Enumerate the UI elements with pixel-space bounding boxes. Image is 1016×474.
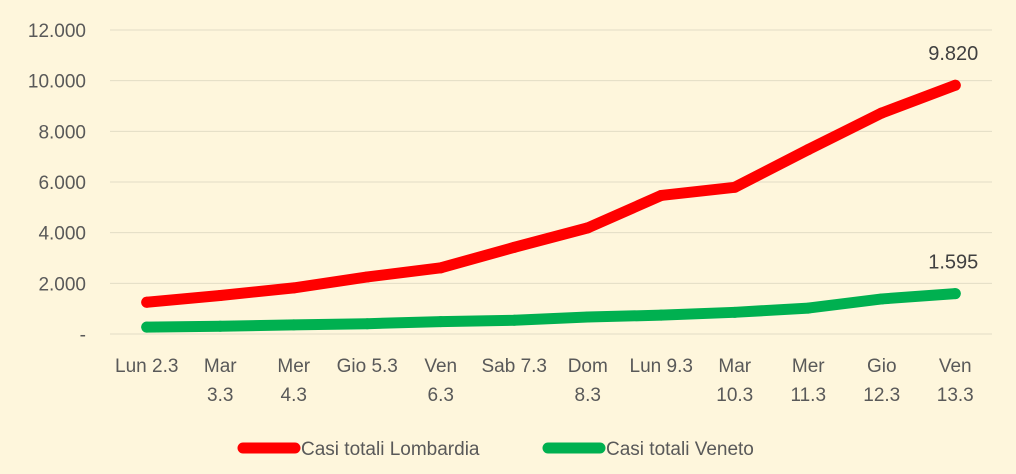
data-point <box>582 222 594 234</box>
y-tick-label: 6.000 <box>38 173 86 194</box>
data-point <box>141 296 153 308</box>
series-line-lombardia <box>141 79 961 308</box>
data-point <box>435 262 447 274</box>
x-tick-label: Ven 13.3 <box>937 356 974 406</box>
x-tick-label: Gio 12.3 <box>863 356 900 406</box>
data-label: 9.820 <box>928 43 978 65</box>
x-tick-label: Gio 5.3 <box>337 356 398 377</box>
x-tick-label: Ven 6.3 <box>424 356 457 406</box>
data-point <box>729 181 741 193</box>
x-tick-label: Lun 9.3 <box>630 356 693 377</box>
x-tick-label: Mar 3.3 <box>204 356 237 406</box>
data-point <box>876 107 888 119</box>
data-label: 1.595 <box>928 252 978 274</box>
y-tick-label: 12.000 <box>28 21 86 42</box>
x-tick-label: Mar 10.3 <box>716 356 753 406</box>
data-point <box>214 320 226 332</box>
data-point <box>288 282 300 294</box>
data-labels: 9.820 1.595 <box>928 43 978 273</box>
y-axis-ticks: - 2.000 4.000 6.000 8.000 10.000 12.000 <box>28 21 86 346</box>
data-point <box>949 79 961 91</box>
x-tick-label: Sab 7.3 <box>482 356 548 377</box>
data-point <box>435 316 447 328</box>
x-tick-label: Mer 4.3 <box>277 356 310 406</box>
x-tick-label: Mer 11.3 <box>790 356 826 406</box>
data-point <box>876 293 888 305</box>
data-point <box>949 288 961 300</box>
data-point <box>141 321 153 333</box>
x-tick-label: Dom 8.3 <box>568 356 608 406</box>
y-tick-label: 4.000 <box>38 224 86 245</box>
x-tick-label: Lun 2.3 <box>115 356 178 377</box>
y-tick-label: 10.000 <box>28 72 86 93</box>
y-tick-label: - <box>80 325 86 346</box>
data-point <box>729 306 741 318</box>
legend-label: Casi totali Lombardia <box>301 439 480 460</box>
series-lines <box>141 79 961 333</box>
legend-label: Casi totali Veneto <box>606 439 754 460</box>
data-point <box>508 241 520 253</box>
data-point <box>361 271 373 283</box>
series-line-veneto <box>141 288 961 333</box>
data-point <box>508 314 520 326</box>
y-tick-label: 2.000 <box>38 274 86 295</box>
y-tick-label: 8.000 <box>38 122 86 143</box>
data-point <box>582 311 594 323</box>
data-point <box>214 289 226 301</box>
data-point <box>655 189 667 201</box>
legend: Casi totali Lombardia Casi totali Veneto <box>237 439 754 460</box>
data-point <box>802 302 814 314</box>
data-point <box>802 144 814 156</box>
x-axis-ticks: Lun 2.3 Mar 3.3 Mer 4.3 Gio 5.3 Ven 6.3 Sab 7.3 D… <box>115 356 974 406</box>
data-point <box>655 309 667 321</box>
data-point <box>288 319 300 331</box>
data-point <box>361 318 373 330</box>
